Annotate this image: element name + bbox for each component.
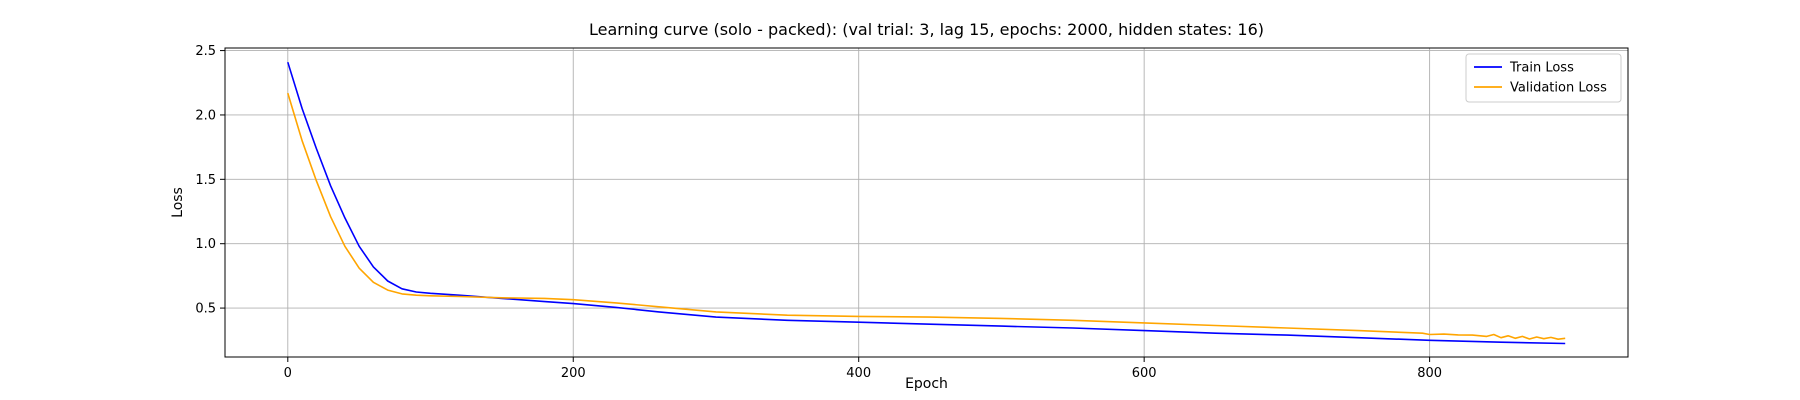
y-tick-label: 1.0 bbox=[195, 237, 216, 252]
series-line-1 bbox=[287, 92, 1566, 341]
x-tick-label: 200 bbox=[561, 366, 586, 381]
series-lines bbox=[287, 61, 1566, 345]
y-tick-label: 2.5 bbox=[195, 44, 216, 59]
grid bbox=[225, 48, 1628, 357]
legend-label: Train Loss bbox=[1509, 61, 1574, 76]
y-tick-label: 0.5 bbox=[195, 302, 216, 317]
series-line-0 bbox=[287, 61, 1566, 345]
chart-title: Learning curve (solo - packed): (val tri… bbox=[589, 20, 1264, 39]
x-tick-label: 0 bbox=[284, 366, 292, 381]
legend-box bbox=[1465, 53, 1622, 103]
x-tick-label: 800 bbox=[1417, 366, 1442, 381]
y-tick-label: 2.0 bbox=[195, 108, 216, 123]
legend: Train Loss Validation Loss bbox=[1465, 53, 1622, 103]
y-tick-label: 1.5 bbox=[195, 173, 216, 188]
x-tick-label: 400 bbox=[846, 366, 871, 381]
x-axis-label: Epoch bbox=[905, 376, 948, 392]
y-axis-label: Loss bbox=[170, 187, 186, 218]
legend-label: Validation Loss bbox=[1510, 81, 1607, 96]
ticks: 0 200 400 600 800 0.5 1.0 1.5 2.0 2.5 bbox=[195, 44, 1442, 381]
x-tick-label: 600 bbox=[1132, 366, 1157, 381]
plot-frame bbox=[224, 47, 1629, 358]
